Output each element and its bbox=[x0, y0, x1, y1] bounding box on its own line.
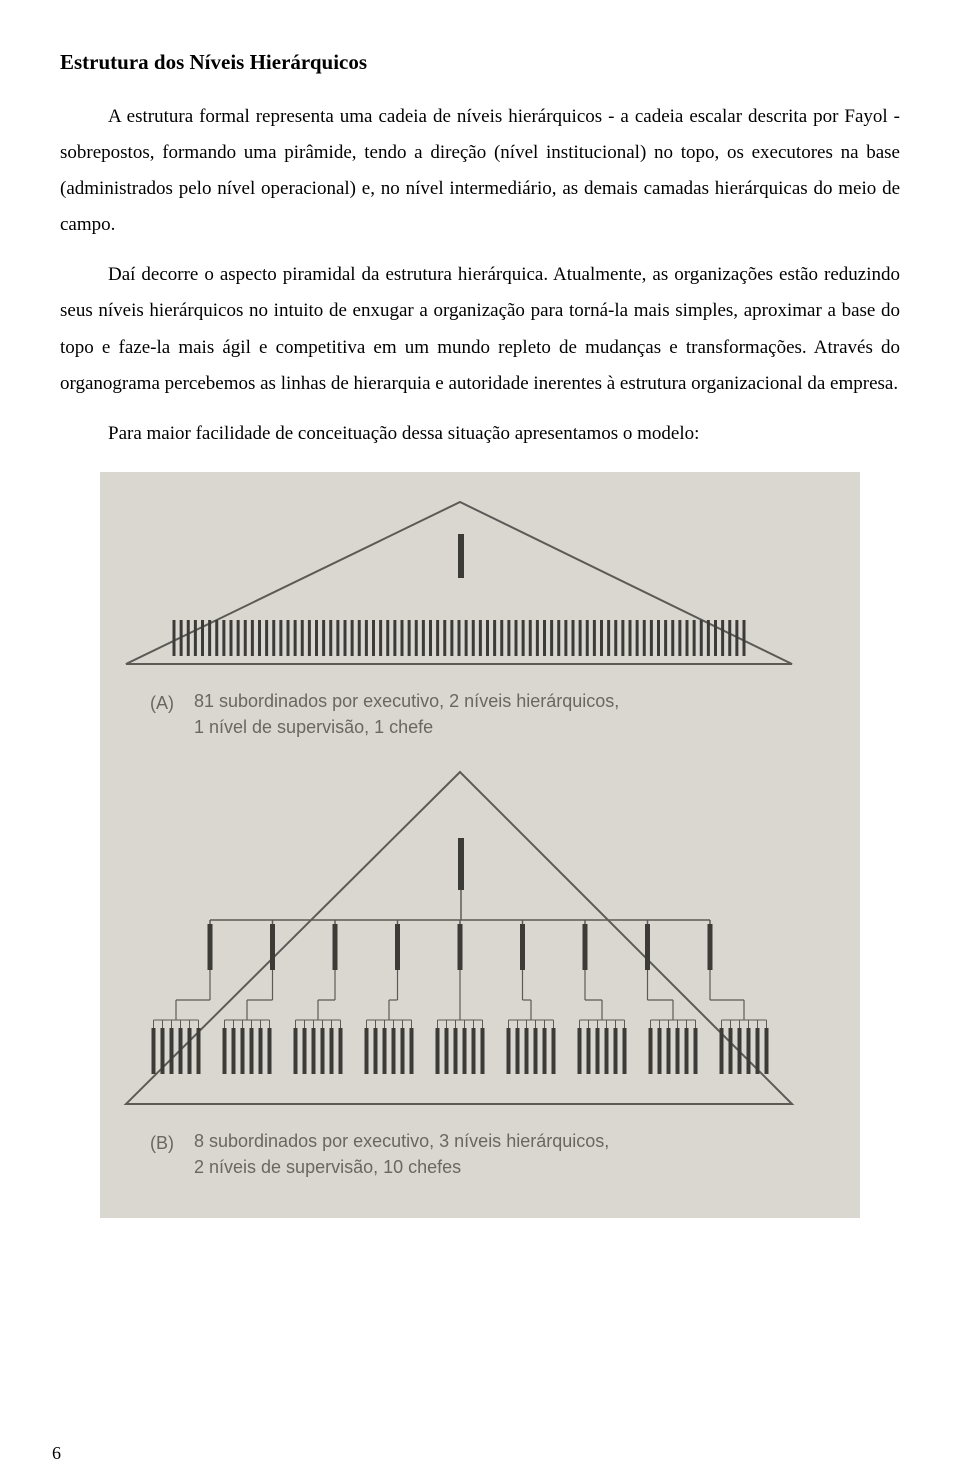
diagram-A-svg bbox=[120, 496, 800, 674]
diagram-A: (A) 81 subordinados por executivo, 2 nív… bbox=[120, 496, 840, 740]
page-number: 6 bbox=[52, 1443, 61, 1464]
diagram-A-line2: 1 nível de supervisão, 1 chefe bbox=[194, 717, 433, 737]
diagram-A-line1: 81 subordinados por executivo, 2 níveis … bbox=[194, 691, 619, 711]
paragraph-2: Daí decorre o aspecto piramidal da estru… bbox=[60, 257, 900, 401]
diagram-B-label: (B) bbox=[150, 1128, 174, 1156]
diagram-B-caption: (B) 8 subordinados por executivo, 3 níve… bbox=[150, 1128, 830, 1180]
diagram-B-text: 8 subordinados por executivo, 3 níveis h… bbox=[194, 1128, 830, 1180]
paragraph-3: Para maior facilidade de conceituação de… bbox=[60, 416, 900, 452]
diagram-B: (B) 8 subordinados por executivo, 3 níve… bbox=[120, 766, 840, 1180]
paragraph-1: A estrutura formal representa uma cadeia… bbox=[60, 99, 900, 243]
section-heading: Estrutura dos Níveis Hierárquicos bbox=[60, 50, 900, 75]
hierarchy-diagram-panel: (A) 81 subordinados por executivo, 2 nív… bbox=[100, 472, 860, 1218]
diagram-A-label: (A) bbox=[150, 688, 174, 716]
diagram-A-caption: (A) 81 subordinados por executivo, 2 nív… bbox=[150, 688, 830, 740]
diagram-B-line2: 2 níveis de supervisão, 10 chefes bbox=[194, 1157, 461, 1177]
diagram-B-line1: 8 subordinados por executivo, 3 níveis h… bbox=[194, 1131, 609, 1151]
diagram-A-text: 81 subordinados por executivo, 2 níveis … bbox=[194, 688, 830, 740]
diagram-B-svg bbox=[120, 766, 800, 1114]
